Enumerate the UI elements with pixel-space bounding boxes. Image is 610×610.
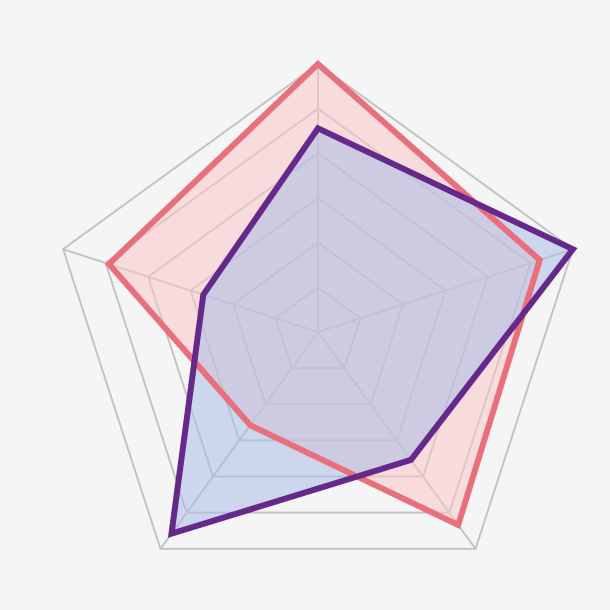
grid-ring (61, 62, 575, 550)
series-2-line (167, 124, 578, 538)
radar-series (104, 59, 578, 538)
